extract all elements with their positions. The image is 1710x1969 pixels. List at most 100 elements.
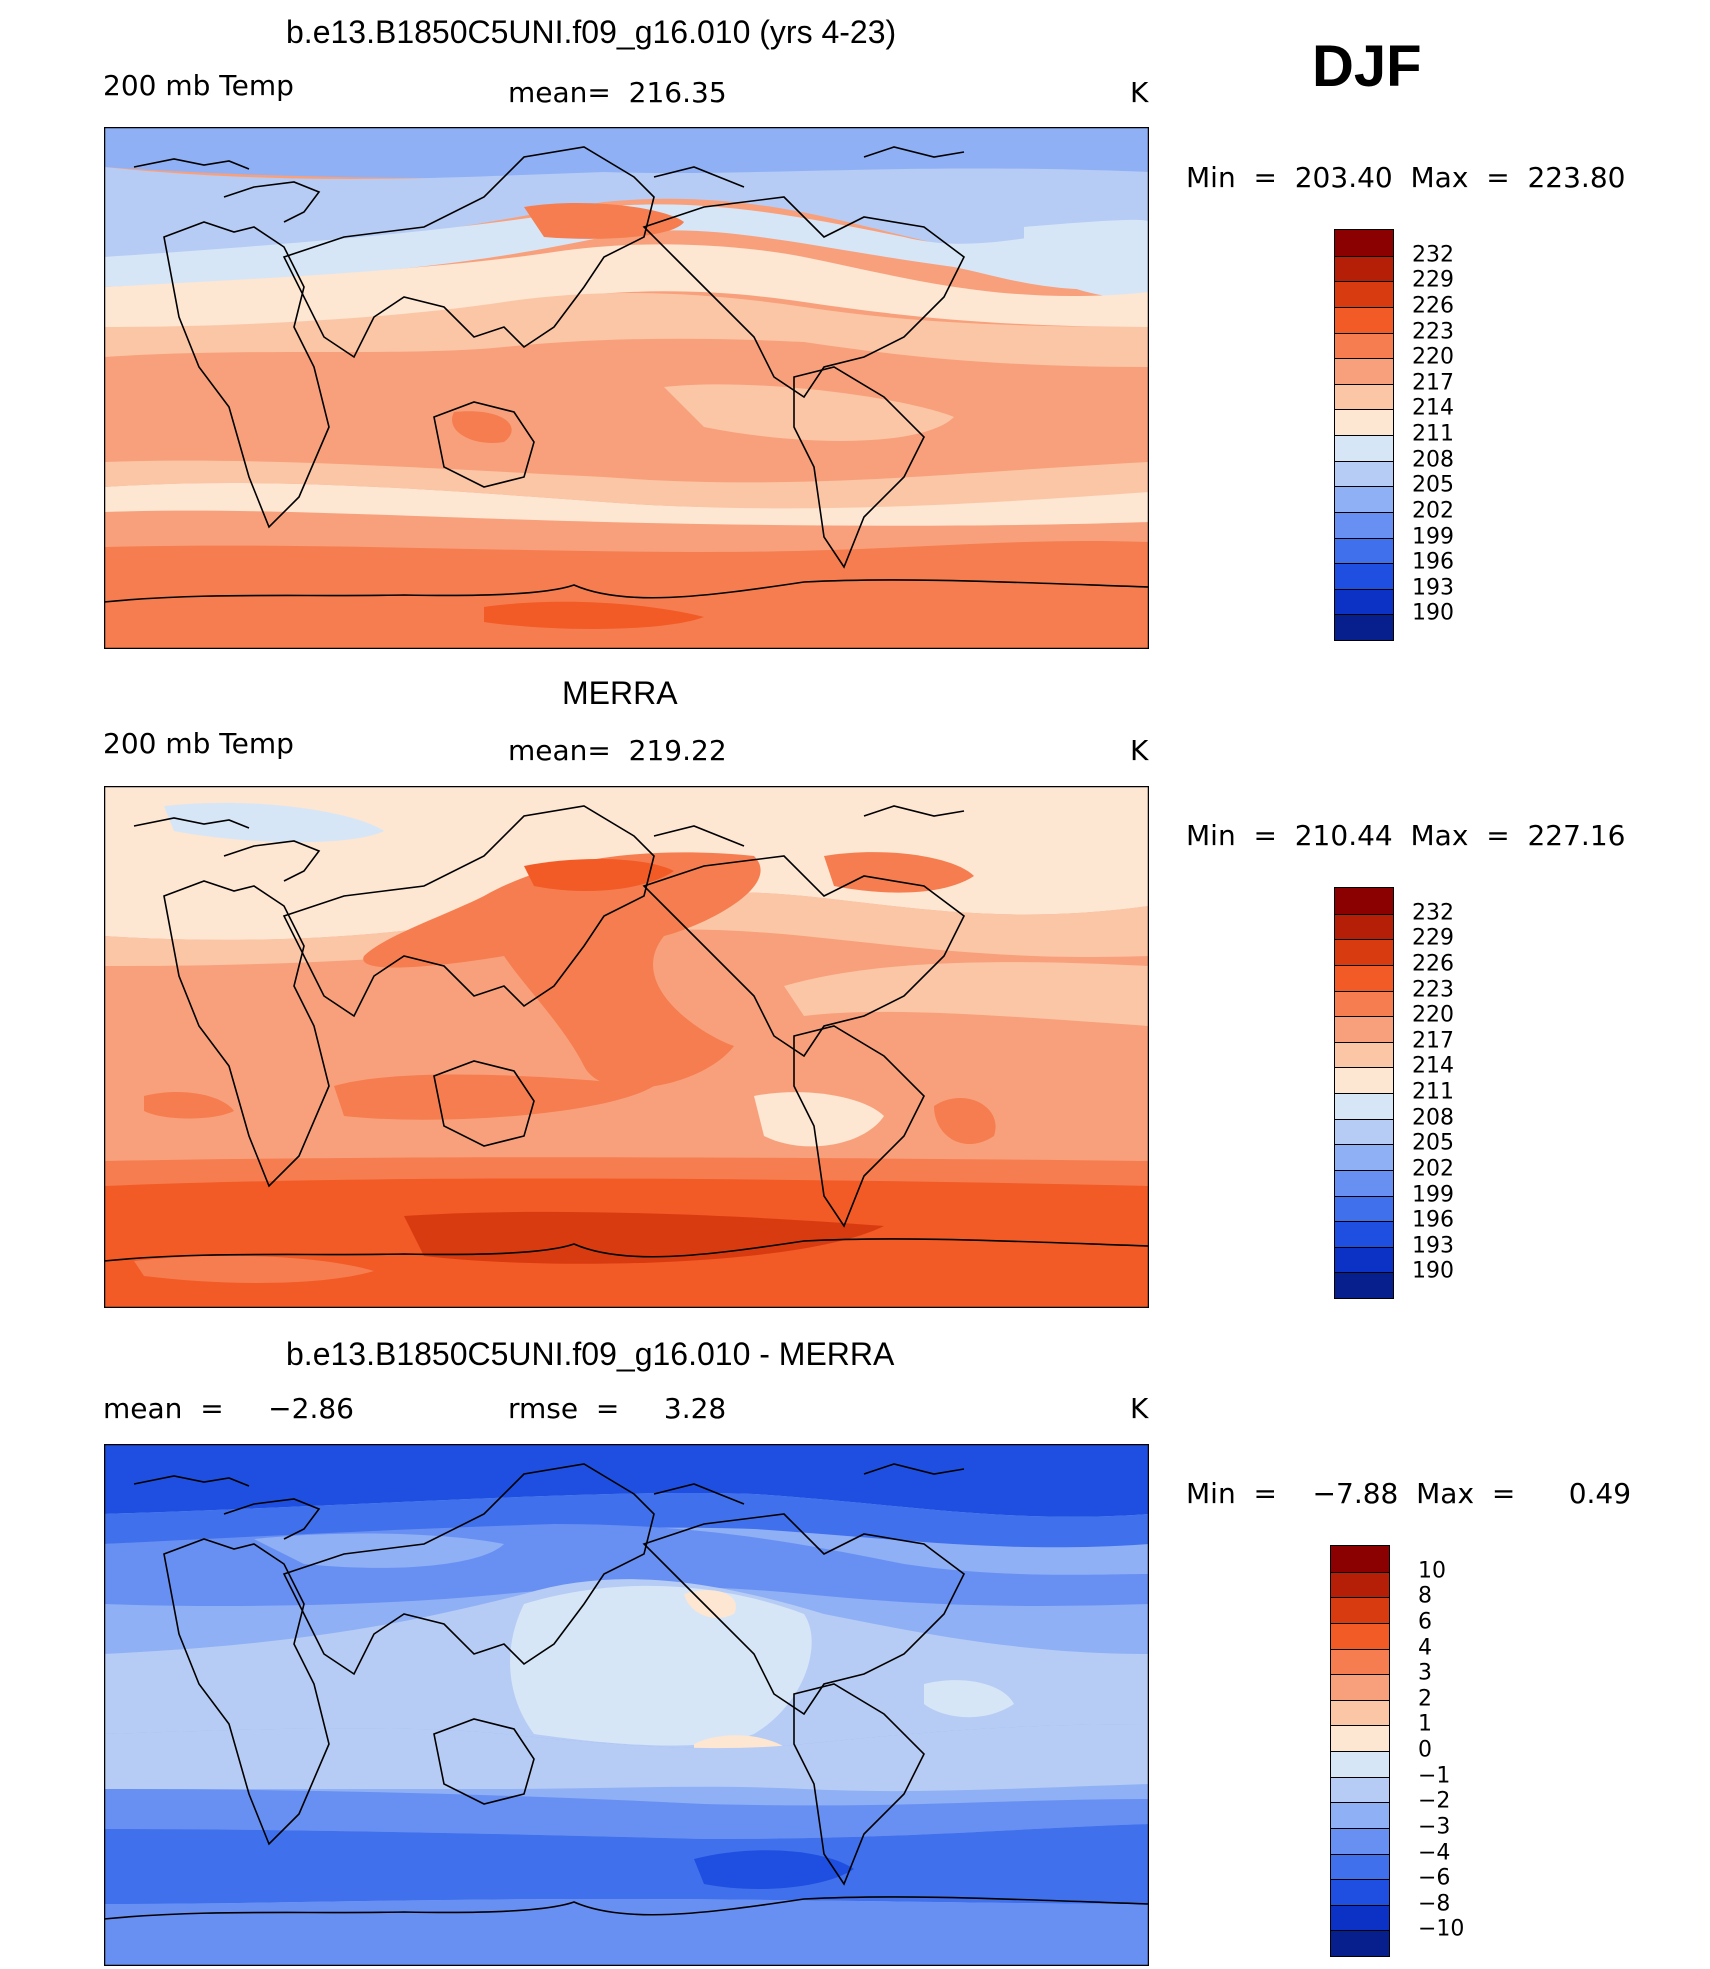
panel-2-map (104, 786, 1149, 1308)
panel-1-colorbar-swatch (1335, 486, 1393, 512)
panel-1-colorbar-swatch (1335, 281, 1393, 307)
panel-1-colorbar-label: 193 (1412, 575, 1454, 601)
panel-2-colorbar-label: 202 (1412, 1156, 1454, 1182)
panel-3-colorbar-swatch (1331, 1802, 1389, 1828)
panel-3-colorbar-label: −3 (1418, 1814, 1451, 1840)
panel-2-field-label: 200 mb Temp (103, 727, 294, 760)
panel-3-colorbar-swatch (1331, 1597, 1389, 1623)
panel-3-colorbar-swatch (1331, 1776, 1389, 1803)
panel-3-colorbar-swatch (1331, 1622, 1389, 1649)
panel-2-colorbar-swatch (1335, 1272, 1393, 1298)
panel-3-colorbar-label: −6 (1418, 1865, 1451, 1891)
panel-1-title: b.e13.B1850C5UNI.f09_g16.010 (yrs 4-23) (286, 14, 897, 50)
panel-1-minmax: Min = 203.40 Max = 223.80 (1186, 161, 1626, 194)
panel-2-colorbar-label: 190 (1412, 1258, 1454, 1284)
panel-2-colorbar-swatch (1335, 1041, 1393, 1068)
panel-2-colorbar-swatch (1335, 888, 1393, 914)
panel-2-colorbar-swatch (1335, 1067, 1393, 1093)
panel-1-colorbar-swatch (1335, 255, 1393, 282)
panel-1-colorbar-label: 217 (1412, 370, 1454, 396)
panel-3-colorbar-swatch (1331, 1827, 1389, 1854)
panel-1-colorbar-swatch (1335, 306, 1393, 333)
panel-1-colorbar-swatch (1335, 460, 1393, 487)
panel-3-units: K (1130, 1392, 1149, 1425)
season-label: DJF (1312, 34, 1422, 99)
panel-2-colorbar-label: 199 (1412, 1182, 1454, 1207)
panel-1-colorbar-swatch (1335, 537, 1393, 564)
panel-1-colorbar-label: 202 (1412, 498, 1454, 524)
panel-2-colorbar-swatch (1335, 1016, 1393, 1042)
panel-3-colorbar-swatch (1331, 1725, 1389, 1751)
panel-3-colorbar-swatch (1331, 1904, 1389, 1931)
panel-3-colorbar-swatch (1331, 1648, 1389, 1675)
panel-1-field-label: 200 mb Temp (103, 69, 294, 102)
panel-2-colorbar-swatch (1335, 1118, 1393, 1145)
panel-3-colorbar-label: 3 (1418, 1660, 1432, 1686)
panel-3-colorbar-swatch (1331, 1853, 1389, 1880)
panel-2-colorbar-swatch (1335, 1169, 1393, 1196)
panel-2-colorbar-label: 196 (1412, 1207, 1454, 1233)
panel-2-colorbar-swatch (1335, 1144, 1393, 1170)
panel-3-colorbar-swatch (1331, 1930, 1389, 1956)
panel-1-colorbar-labels: 232 229 226 223 220 217 214 211 208 205 202 199 196 1… (1412, 229, 1492, 641)
panel-2-units: K (1130, 734, 1149, 767)
panel-1-colorbar-label: 214 (1412, 395, 1454, 421)
panel-1-colorbar-label: 220 (1412, 344, 1454, 370)
panel-2-mean: mean= 219.22 (508, 734, 727, 767)
panel-1-colorbar-label: 211 (1412, 421, 1454, 447)
panel-2-colorbar-labels: 232 229 226 223 220 217 214 211 208 205 202 199 196 1… (1412, 887, 1492, 1299)
panel-2-colorbar-label: 211 (1412, 1079, 1454, 1105)
panel-3-colorbar-label: 10 (1418, 1558, 1446, 1584)
panel-2-colorbar (1334, 887, 1394, 1299)
panel-1-colorbar-label: 199 (1412, 524, 1454, 549)
panel-3-mean: mean = −2.86 (103, 1392, 354, 1425)
panel-2-colorbar-label: 232 (1412, 900, 1454, 926)
panel-1-colorbar-label: 208 (1412, 447, 1454, 473)
panel-3-colorbar-label: 2 (1418, 1686, 1432, 1712)
panel-3-map (104, 1444, 1149, 1966)
panel-2-colorbar-label: 220 (1412, 1002, 1454, 1028)
panel-1-colorbar (1334, 229, 1394, 641)
panel-1-colorbar-swatch (1335, 614, 1393, 640)
panel-2-colorbar-label: 229 (1412, 925, 1454, 951)
panel-1-colorbar-swatch (1335, 230, 1393, 256)
panel-3-title: b.e13.B1850C5UNI.f09_g16.010 - MERRA (286, 1336, 895, 1372)
panel-2-title: MERRA (562, 675, 678, 711)
panel-3-colorbar-label: 6 (1418, 1609, 1432, 1635)
panel-1-colorbar-swatch (1335, 332, 1393, 359)
panel-3-colorbar-label: 8 (1418, 1583, 1432, 1609)
panel-2-colorbar-swatch (1335, 1093, 1393, 1119)
panel-1-colorbar-swatch (1335, 358, 1393, 384)
panel-3-minmax: Min = −7.88 Max = 0.49 (1186, 1477, 1632, 1510)
panel-1-units: K (1130, 76, 1149, 109)
panel-3-colorbar-label: −8 (1418, 1891, 1451, 1917)
panel-2-colorbar-swatch (1335, 939, 1393, 965)
panel-3-colorbar-swatch (1331, 1674, 1389, 1700)
panel-1-colorbar-label: 196 (1412, 549, 1454, 575)
panel-3-colorbar-swatch (1331, 1571, 1389, 1598)
panel-3-colorbar-label: −2 (1418, 1788, 1451, 1814)
panel-3-colorbar (1330, 1545, 1390, 1957)
panel-1-colorbar-label: 232 (1412, 242, 1454, 268)
panel-2-colorbar-label: 226 (1412, 951, 1454, 977)
panel-3-rmse: rmse = 3.28 (508, 1392, 727, 1425)
panel-1-colorbar-label: 205 (1412, 472, 1454, 498)
panel-1-colorbar-swatch (1335, 588, 1393, 615)
panel-1-map (104, 127, 1149, 649)
panel-3-colorbar-label: 1 (1418, 1711, 1432, 1737)
panel-2-colorbar-label: 223 (1412, 977, 1454, 1002)
panel-3-colorbar-label: 0 (1418, 1737, 1432, 1763)
panel-1-colorbar-swatch (1335, 383, 1393, 410)
panel-3-colorbar-label: −4 (1418, 1840, 1451, 1865)
panel-2-colorbar-swatch (1335, 1195, 1393, 1222)
panel-2-colorbar-label: 217 (1412, 1028, 1454, 1054)
panel-1-colorbar-swatch (1335, 409, 1393, 435)
panel-3-colorbar-swatch (1331, 1751, 1389, 1777)
panel-1-colorbar-swatch (1335, 435, 1393, 461)
panel-3-colorbar-label: −10 (1418, 1916, 1465, 1942)
panel-3-colorbar-swatch (1331, 1879, 1389, 1905)
panel-2-minmax: Min = 210.44 Max = 227.16 (1186, 819, 1626, 852)
panel-1-colorbar-label: 223 (1412, 319, 1454, 344)
panel-2-colorbar-label: 193 (1412, 1233, 1454, 1259)
panel-2-colorbar-swatch (1335, 913, 1393, 940)
